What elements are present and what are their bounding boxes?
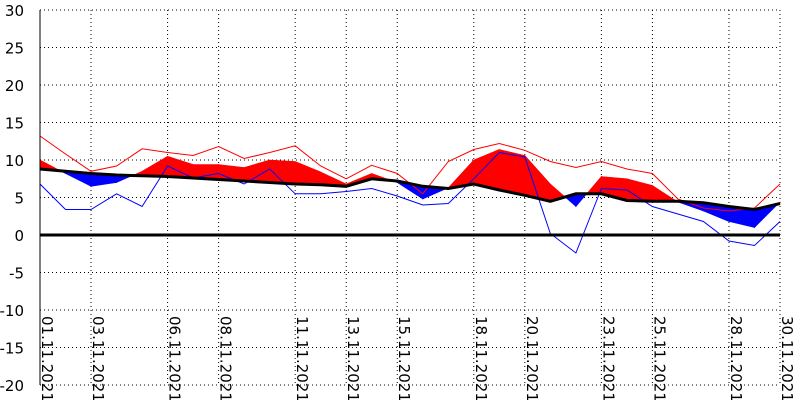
- x-tick-label: 25.11.2021: [650, 316, 668, 400]
- x-tick-label: 18.11.2021: [472, 316, 490, 400]
- y-tick-label: -15: [0, 340, 24, 358]
- warm-deviation-area: [141, 155, 168, 177]
- y-tick-label: 5: [14, 190, 24, 208]
- series-lines: [39, 135, 781, 254]
- x-tick-label: 13.11.2021: [344, 316, 362, 400]
- y-tick-label: 15: [5, 115, 24, 133]
- x-tick-label: 28.11.2021: [727, 316, 745, 400]
- axes: [39, 10, 780, 385]
- cold-deviation-area: [575, 193, 588, 208]
- warm-deviation-area: [269, 159, 296, 185]
- x-tick-label: 03.11.2021: [89, 316, 107, 400]
- x-tick-label: 30.11.2021: [778, 316, 796, 400]
- x-tick-label: 23.11.2021: [599, 316, 617, 400]
- normal-temperature-line: [39, 167, 781, 212]
- x-tick-label: 06.11.2021: [166, 316, 184, 400]
- min-temperature-line: [39, 151, 781, 254]
- x-tick-label: 01.11.2021: [38, 316, 56, 400]
- warm-deviation-area: [294, 161, 322, 186]
- x-tick-labels: 01.11.2021 03.11.2021 06.11.2021 08.11.2021…: [38, 316, 796, 400]
- x-tick-label: 15.11.2021: [395, 316, 413, 400]
- y-tick-label: 20: [5, 77, 24, 95]
- x-tick-label: 11.11.2021: [293, 316, 311, 400]
- grid-lines: [39, 9, 781, 386]
- x-tick-label: 20.11.2021: [523, 316, 541, 400]
- y-tick-label: 0: [14, 227, 24, 245]
- y-tick-label: 30: [5, 2, 24, 20]
- warm-deviation-area: [586, 175, 602, 195]
- y-tick-label: -10: [0, 302, 24, 320]
- y-tick-label: 25: [5, 40, 24, 58]
- x-tick-label: 08.11.2021: [217, 316, 235, 400]
- y-tick-label: -5: [9, 265, 24, 283]
- y-tick-label: -20: [0, 377, 24, 395]
- warm-deviation-area: [652, 184, 678, 202]
- deviation-fills: [39, 149, 781, 229]
- y-tick-labels: 30 25 20 15 10 5 0 -5 -10 -15 -20: [0, 2, 24, 395]
- y-tick-label: 10: [5, 152, 24, 170]
